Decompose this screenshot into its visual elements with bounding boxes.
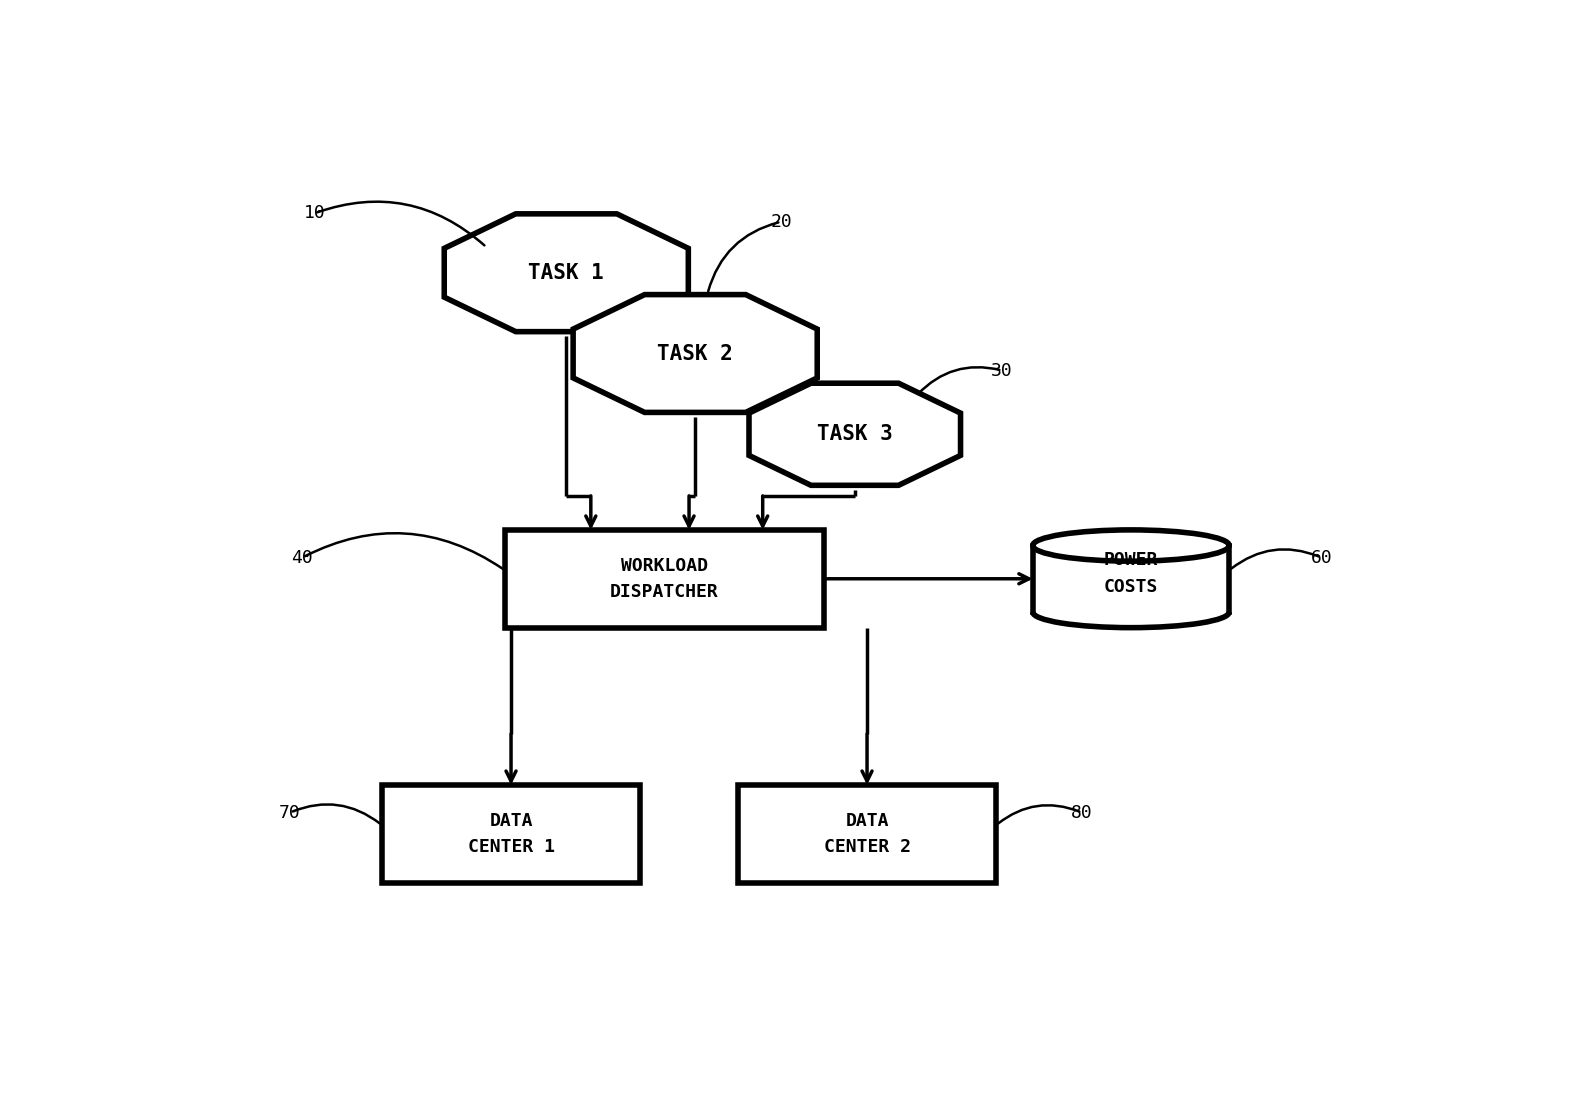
FancyArrowPatch shape xyxy=(293,805,380,824)
Text: 60: 60 xyxy=(1310,549,1332,566)
FancyArrowPatch shape xyxy=(1231,550,1319,569)
FancyBboxPatch shape xyxy=(738,785,996,883)
Polygon shape xyxy=(573,295,817,413)
FancyArrowPatch shape xyxy=(919,368,1000,394)
Polygon shape xyxy=(749,383,960,486)
FancyArrowPatch shape xyxy=(998,805,1079,824)
Text: WORKLOAD
DISPATCHER: WORKLOAD DISPATCHER xyxy=(610,556,719,601)
Text: POWER
COSTS: POWER COSTS xyxy=(1104,551,1158,596)
FancyBboxPatch shape xyxy=(382,785,640,883)
Text: TASK 2: TASK 2 xyxy=(657,343,733,363)
Text: 40: 40 xyxy=(291,549,314,566)
Text: DATA
CENTER 2: DATA CENTER 2 xyxy=(824,811,911,856)
FancyArrowPatch shape xyxy=(317,202,485,245)
Text: TASK 3: TASK 3 xyxy=(817,424,893,444)
Text: 10: 10 xyxy=(304,204,325,222)
Text: 20: 20 xyxy=(770,213,792,231)
Polygon shape xyxy=(444,214,689,331)
FancyArrowPatch shape xyxy=(304,533,502,569)
Bar xyxy=(1033,545,1229,628)
Text: 70: 70 xyxy=(279,804,301,821)
Text: 30: 30 xyxy=(992,361,1012,380)
Text: 80: 80 xyxy=(1071,804,1093,821)
FancyBboxPatch shape xyxy=(505,530,824,628)
FancyArrowPatch shape xyxy=(708,222,778,291)
Text: TASK 1: TASK 1 xyxy=(529,263,604,283)
Ellipse shape xyxy=(1033,530,1229,561)
Text: DATA
CENTER 1: DATA CENTER 1 xyxy=(467,811,554,856)
